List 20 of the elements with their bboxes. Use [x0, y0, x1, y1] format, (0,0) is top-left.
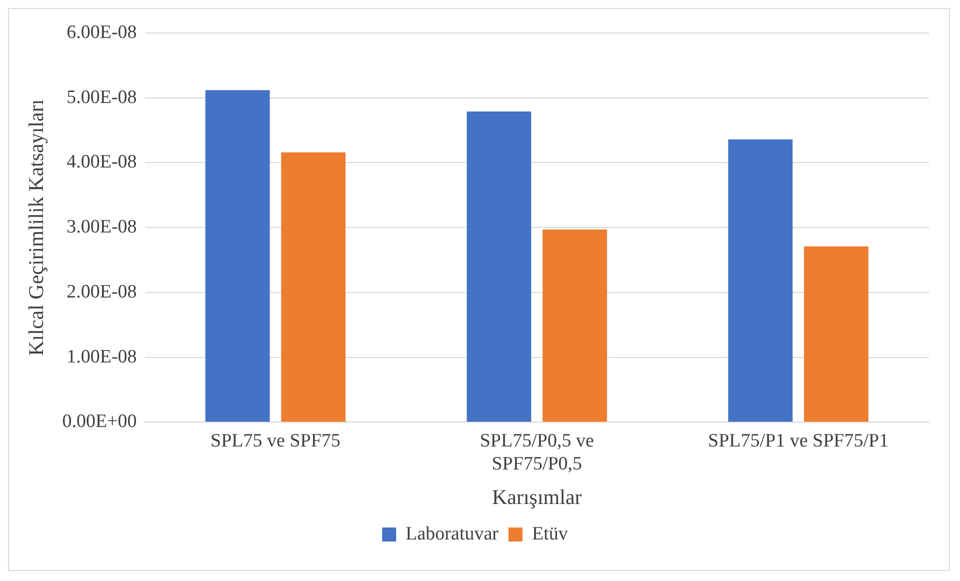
y-tick-label: 5.00E-08 — [66, 86, 137, 108]
x-tick-label: SPL75/P0,5 ve SPF75/P0,5 — [480, 430, 594, 474]
y-axis-title: Kılcal Geçirimlilik Katsayıları — [24, 99, 48, 356]
y-tick-label: 4.00E-08 — [66, 152, 137, 173]
bar — [281, 152, 346, 422]
bar — [542, 230, 608, 422]
y-tick-label: 1.00E-08 — [66, 346, 137, 368]
y-tick-label: 6.00E-08 — [66, 22, 137, 43]
y-tick-label: 3.00E-08 — [66, 216, 137, 238]
bar — [205, 90, 270, 422]
bar — [728, 139, 793, 422]
legend-label: Laboratuvar — [406, 523, 500, 544]
bar — [466, 111, 532, 422]
legend-label: Etüv — [532, 523, 568, 544]
y-tick-label: 2.00E-08 — [66, 281, 137, 302]
x-tick-label: SPL75 ve SPF75 — [210, 430, 340, 452]
x-axis-title: Karışımlar — [492, 484, 582, 509]
x-tick-label: SPL75/P1 ve SPF75/P1 — [708, 430, 889, 452]
y-tick-label: 0.00E+00 — [62, 411, 137, 432]
bar — [804, 246, 868, 422]
